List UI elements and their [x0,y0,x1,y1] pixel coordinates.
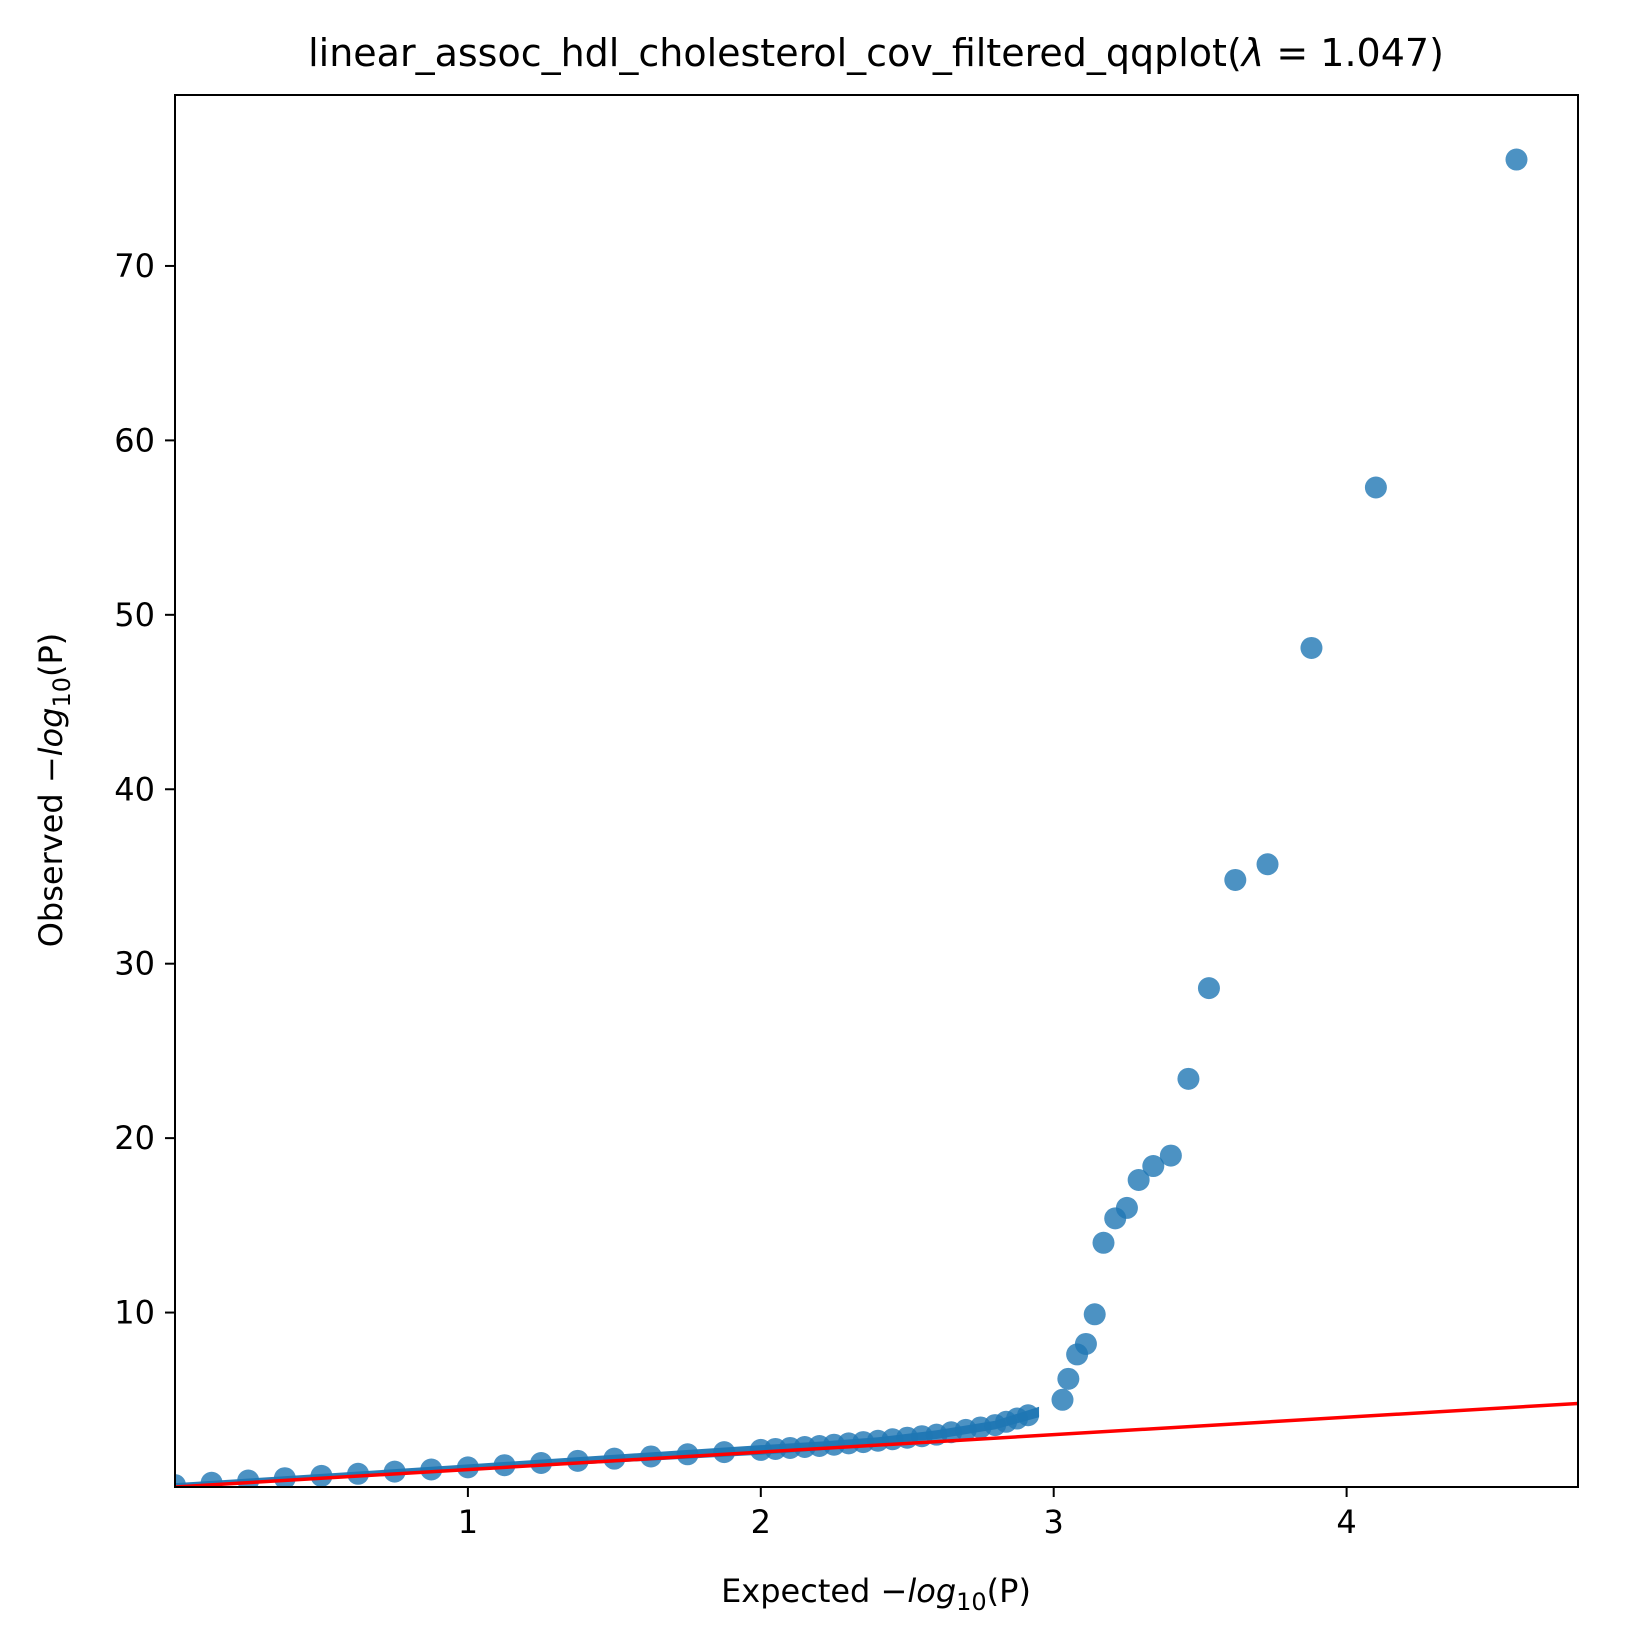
data-point [1057,1367,1080,1390]
data-point [1092,1231,1115,1254]
data-point [1074,1332,1097,1355]
data-point [273,1467,296,1487]
data-point [1197,977,1220,1000]
data-point [1142,1155,1165,1178]
data-point [1083,1303,1106,1326]
data-point [1127,1168,1150,1191]
plot-frame [174,94,1579,1488]
y-tick-label: 60 [114,421,155,459]
y-tick-label: 70 [114,247,155,285]
y-tick-label: 50 [114,596,155,634]
x-tick-label: 2 [751,1503,771,1541]
data-point [566,1449,589,1472]
data-point [1115,1196,1138,1219]
axes: 1 2 3 4 10 20 30 40 50 60 70 [114,94,1579,1541]
y-axis-label: Observed −log10(P) [32,633,76,948]
data-point [530,1452,553,1475]
points-bulk-band [175,1406,1040,1487]
data-point [383,1460,406,1483]
y-tick-label: 20 [114,1119,155,1157]
data-point [1364,476,1387,499]
data-point [603,1447,626,1470]
data-point [1300,636,1323,659]
x-tick-label: 1 [458,1503,478,1541]
reference-line [175,1401,1578,1487]
y-tick-label: 30 [114,945,155,983]
plot-area [175,148,1578,1487]
chart-title: linear_assoc_hdl_cholesterol_cov_filtere… [308,31,1444,75]
data-point [493,1454,516,1477]
data-point [1017,1404,1040,1427]
data-point [347,1462,370,1485]
data-point [1051,1388,1074,1411]
data-point [175,1474,186,1487]
plot-clip-group [175,148,1578,1487]
data-point [1256,853,1279,876]
data-point [1224,868,1247,891]
data-point [310,1464,333,1487]
data-point [639,1445,662,1468]
data-point [1505,148,1528,171]
y-tick-label: 40 [114,770,155,808]
data-point [1177,1067,1200,1090]
data-point [676,1443,699,1466]
data-point [713,1441,736,1464]
x-axis-label: Expected −log10(P) [721,1572,1031,1616]
data-point [420,1458,443,1481]
data-point [456,1456,479,1479]
y-tick-label: 10 [114,1294,155,1332]
x-tick-label: 4 [1336,1503,1356,1541]
x-tick-label: 3 [1044,1503,1064,1541]
data-point [1159,1144,1182,1167]
